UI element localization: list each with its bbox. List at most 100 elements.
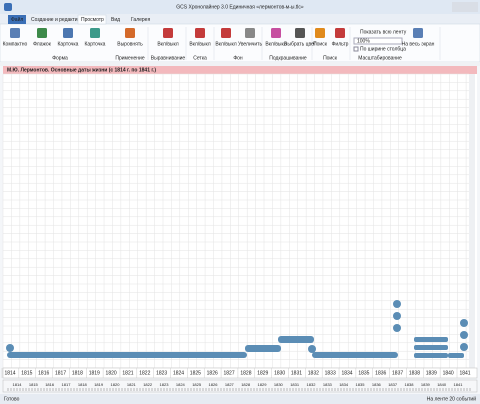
event-marker[interactable] (6, 344, 14, 352)
button-icon[interactable] (125, 28, 135, 38)
ribbon-button[interactable]: Фильтр (332, 41, 349, 47)
grid (2, 73, 469, 369)
button-icon[interactable] (163, 28, 173, 38)
year-label: 1841 (459, 370, 470, 376)
event-bar[interactable] (414, 353, 448, 358)
button-icon[interactable] (245, 28, 255, 38)
event-marker[interactable] (460, 319, 468, 327)
year-label: 1831 (291, 370, 302, 376)
overview-year-label: 1837 (388, 382, 398, 387)
status-right: На ленте 20 событий (427, 395, 476, 402)
tab-active (77, 14, 107, 25)
event-bar[interactable] (7, 352, 247, 358)
ribbon-button[interactable]: Карточка (58, 41, 79, 47)
year-label: 1828 (240, 370, 251, 376)
button-icon[interactable] (90, 28, 100, 38)
overview-year-label: 1826 (209, 382, 219, 387)
axis (2, 367, 478, 379)
ribbon-button[interactable]: Выровнять (117, 41, 143, 47)
overview-year-label: 1827 (225, 382, 235, 387)
overview-axis[interactable] (2, 379, 478, 393)
ribbon-button[interactable]: Вкл/выкл (157, 41, 178, 47)
button-icon[interactable] (295, 28, 305, 38)
ribbon-button[interactable]: На весь экран (402, 41, 435, 47)
event-bar[interactable] (245, 345, 281, 352)
event-marker[interactable] (308, 345, 316, 353)
overview-year-label: 1830 (274, 382, 284, 387)
ribbon-button[interactable]: Компактно (3, 41, 28, 47)
ribbon-button[interactable]: Вкл/выкл (265, 41, 286, 47)
event-marker[interactable] (460, 331, 468, 339)
tab[interactable]: Просмотр (81, 17, 104, 23)
event-bar[interactable] (414, 345, 448, 350)
year-label: 1817 (55, 370, 66, 376)
overview-year-label: 1816 (45, 382, 55, 387)
button-icon[interactable] (195, 28, 205, 38)
overview-year-label: 1818 (78, 382, 88, 387)
event-marker[interactable] (460, 343, 468, 351)
overview-year-label: 1834 (339, 382, 349, 387)
scrollbar[interactable] (469, 74, 475, 368)
button-icon[interactable] (63, 28, 73, 38)
checkbox[interactable] (353, 46, 359, 52)
year-label: 1836 (375, 370, 386, 376)
year-label: 1818 (72, 370, 83, 376)
overview-year-label: 1833 (323, 382, 333, 387)
ribbon-button[interactable]: Вкл/выкл (189, 41, 210, 47)
status-bar (0, 394, 480, 404)
event-bar[interactable] (312, 352, 398, 358)
group-label: Подкрашивание (269, 55, 307, 61)
overview-year-label: 1832 (307, 382, 317, 387)
group-label: Сетка (193, 55, 207, 61)
ribbon-button[interactable]: Выбрать цвет (284, 41, 317, 47)
gap (0, 62, 480, 66)
button-icon[interactable] (413, 28, 423, 38)
button-icon[interactable] (10, 28, 20, 38)
window-controls[interactable] (452, 2, 478, 12)
year-label: 1833 (325, 370, 336, 376)
window-title: GCS Хронолайнер 3.0 Единичная «лермонтов… (176, 3, 304, 10)
timeline-title: М.Ю. Лермонтов. Основные даты жизни (с 1… (7, 67, 156, 73)
ribbon-button[interactable]: Карточка (85, 41, 106, 47)
event-bar[interactable] (448, 353, 464, 358)
event-bar[interactable] (414, 337, 448, 342)
tab[interactable]: Галерея (131, 17, 150, 23)
button-icon[interactable] (335, 28, 345, 38)
ribbon-button[interactable]: Показать всю ленту (360, 29, 407, 35)
year-label: 1822 (139, 370, 150, 376)
year-label: 1819 (89, 370, 100, 376)
ribbon-button[interactable]: Флажок (33, 41, 51, 47)
event-marker[interactable] (393, 312, 401, 320)
year-label: 1825 (190, 370, 201, 376)
button-icon[interactable] (271, 28, 281, 38)
tab[interactable]: Вид (111, 17, 120, 23)
ribbon-button[interactable]: 100% (357, 38, 370, 44)
button-icon[interactable] (37, 28, 47, 38)
overview-year-label: 1829 (258, 382, 268, 387)
year-label: 1838 (409, 370, 420, 376)
ribbon-button[interactable]: Вкл/выкл (215, 41, 236, 47)
ribbon-button[interactable]: Поиск (313, 41, 328, 47)
button-icon[interactable] (221, 28, 231, 38)
tab[interactable]: Создание и редактирование (31, 17, 97, 23)
ribbon-button[interactable]: Увеличить (238, 41, 263, 47)
year-label: 1835 (358, 370, 369, 376)
tab[interactable]: Файл (11, 16, 23, 23)
overview-year-label: 1817 (62, 382, 72, 387)
overview-year-label: 1822 (143, 382, 153, 387)
year-label: 1827 (224, 370, 235, 376)
zoom-combo[interactable] (353, 37, 403, 45)
event-bar[interactable] (278, 336, 314, 343)
event-marker[interactable] (393, 300, 401, 308)
overview-year-label: 1823 (160, 382, 170, 387)
event-marker[interactable] (393, 324, 401, 332)
ribbon-button[interactable]: По ширине столбца (360, 46, 406, 52)
overview-year-label: 1839 (421, 382, 431, 387)
button-icon[interactable] (315, 28, 325, 38)
overview-year-label: 1841 (454, 382, 464, 387)
tab-file[interactable] (8, 15, 26, 24)
status-left: Готово (4, 396, 20, 402)
year-label: 1832 (308, 370, 319, 376)
